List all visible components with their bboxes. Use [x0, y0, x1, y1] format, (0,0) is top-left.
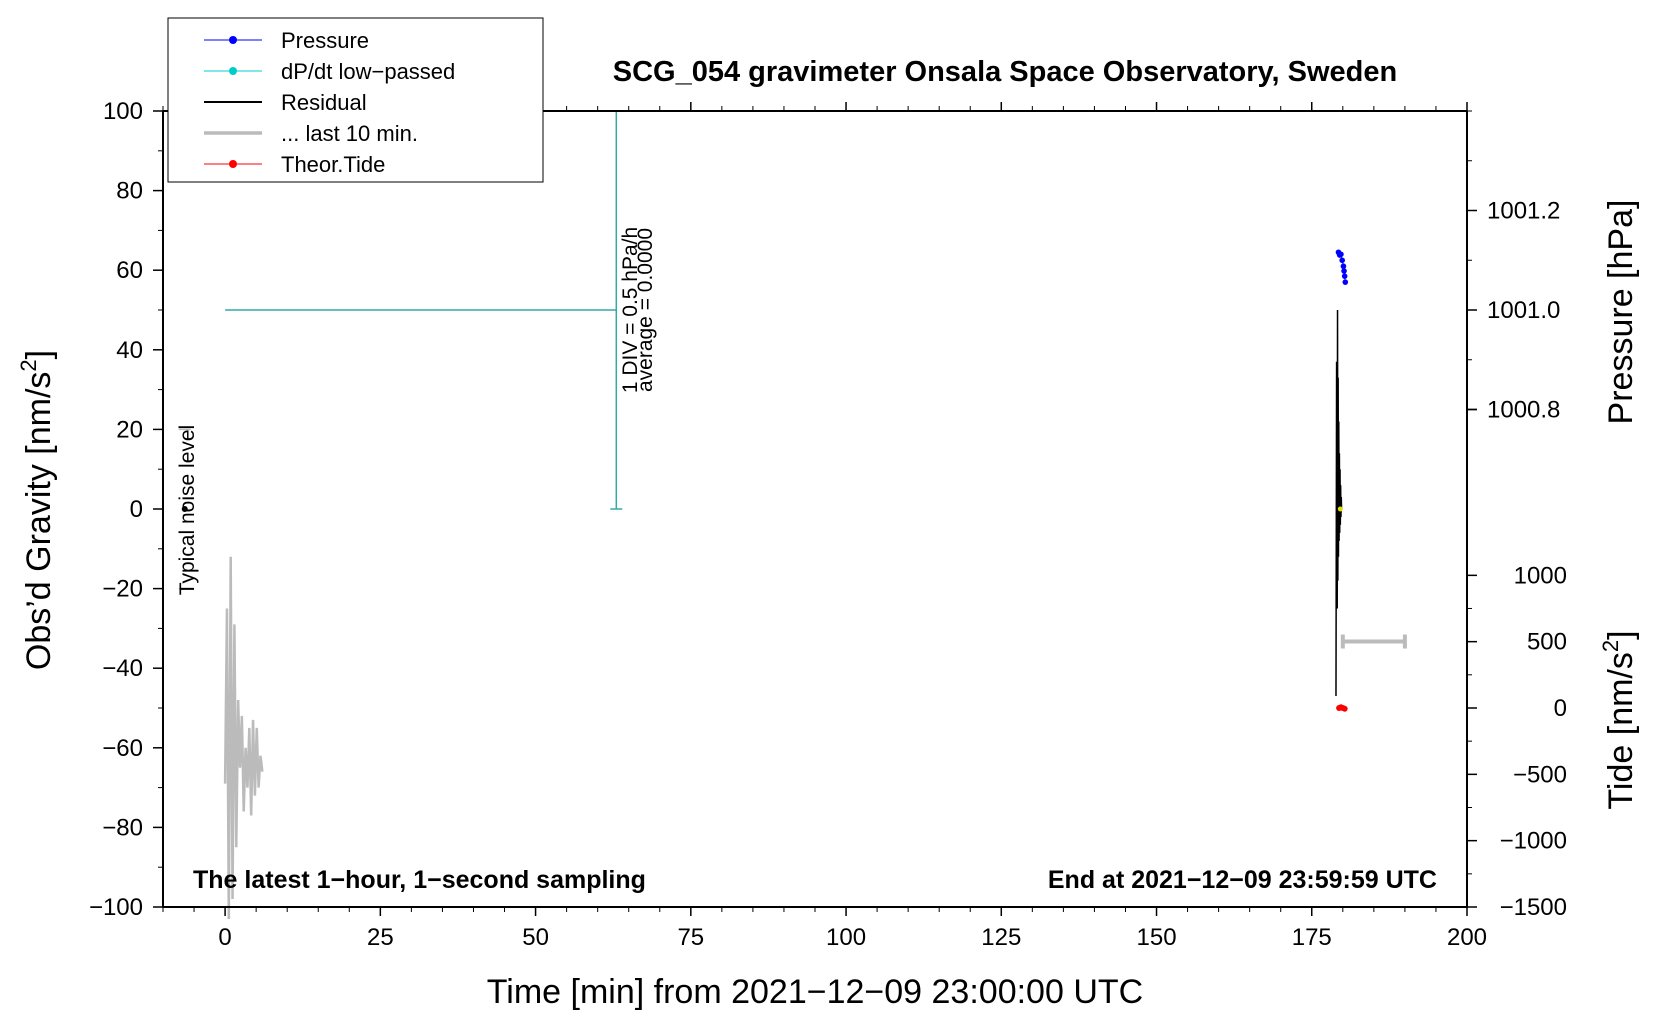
y-tick-label: −80 — [102, 814, 143, 841]
tide-axis-title-close: ] — [1602, 630, 1640, 639]
scale-label-div: 1 DIV = 0.5 hPa/h — [619, 227, 642, 393]
yellow-marker — [1337, 506, 1343, 512]
legend-items: Pressure dP/dt low−passed Residual ... last… — [204, 28, 455, 177]
y-tick-label: 20 — [116, 416, 143, 443]
series-group — [223, 111, 1407, 919]
x-tick-label: 50 — [522, 924, 549, 951]
y-tick-label: −60 — [102, 735, 143, 762]
ticks: 0 25 50 75 100 125 150 175 200−100−80−60−40−2002… — [89, 98, 1567, 951]
last-10-min-line — [223, 556, 264, 919]
pressure-axis-title: Pressure [hPa] — [1602, 200, 1640, 425]
x-axis-title: Time [min] from 2021−12−09 23:00:00 UTC — [487, 973, 1143, 1011]
y-axis-title: Obs’d Gravity [nm/s2] — [16, 350, 58, 670]
pressure-tick-label: 1000.8 — [1487, 397, 1560, 424]
x-tick-label: 150 — [1137, 924, 1177, 951]
corner-left-caption: The latest 1−hour, 1−second sampling — [193, 866, 646, 894]
y-tick-label: 40 — [116, 337, 143, 364]
y-axis-title-sup: 2 — [16, 359, 41, 371]
legend-box — [167, 17, 544, 183]
y-axis-title-main: Obs’d Gravity [nm/s — [20, 372, 58, 671]
x-tick-label: 75 — [677, 924, 704, 951]
x-tick-label: 100 — [826, 924, 866, 951]
y-tick-label: 80 — [116, 178, 143, 205]
pressure-tick-label: 1001.2 — [1487, 198, 1560, 225]
x-tick-label: 25 — [367, 924, 394, 951]
noise-level-point — [181, 506, 188, 512]
legend-marker — [229, 67, 237, 75]
legend-label: Pressure — [281, 28, 369, 53]
legend-label: Theor.Tide — [281, 152, 385, 177]
legend-marker — [229, 160, 237, 168]
tide-tick-label: −500 — [1513, 761, 1567, 788]
tide-point — [1341, 705, 1348, 712]
tide-tick-label: 500 — [1527, 629, 1567, 656]
y-tick-label: 0 — [130, 496, 143, 523]
y-tick-label: −20 — [102, 576, 143, 603]
pressure-line — [1338, 252, 1346, 283]
scale-label-average: average = 0.0000 — [634, 228, 657, 392]
pressure-tick-label: 1001.0 — [1487, 297, 1560, 324]
legend-label: ... last 10 min. — [281, 121, 418, 146]
legend-marker — [229, 36, 237, 44]
chart-title: SCG_054 gravimeter Onsala Space Observat… — [613, 56, 1397, 88]
tide-tick-label: −1000 — [1500, 828, 1567, 855]
legend: Pressure dP/dt low−passed Residual ... last… — [167, 17, 544, 183]
y-tick-label: 100 — [103, 98, 143, 125]
legend-label: Residual — [281, 90, 367, 115]
tide-tick-label: 0 — [1554, 695, 1567, 722]
tide-axis-title-sup: 2 — [1598, 640, 1623, 652]
y-axis-title-close: ] — [20, 350, 58, 359]
legend-label: dP/dt low−passed — [281, 59, 455, 84]
residual-line — [1335, 309, 1343, 697]
noise-level-label: Typical noise level — [176, 425, 199, 595]
tide-axis-title: Tide [nm/s2] — [1598, 630, 1640, 809]
y-tick-label: −40 — [102, 655, 143, 682]
tide-tick-label: −1500 — [1500, 894, 1567, 921]
x-tick-label: 200 — [1447, 924, 1487, 951]
corner-right-caption: End at 2021−12−09 23:59:59 UTC — [1048, 866, 1437, 894]
tide-axis-title-main: Tide [nm/s — [1602, 652, 1640, 809]
x-tick-label: 0 — [218, 924, 231, 951]
tide-tick-label: 1000 — [1514, 562, 1567, 589]
x-tick-label: 175 — [1292, 924, 1332, 951]
y-tick-label: −100 — [89, 894, 143, 921]
x-tick-label: 125 — [981, 924, 1021, 951]
y-tick-label: 60 — [116, 257, 143, 284]
plot-area — [178, 111, 1407, 919]
